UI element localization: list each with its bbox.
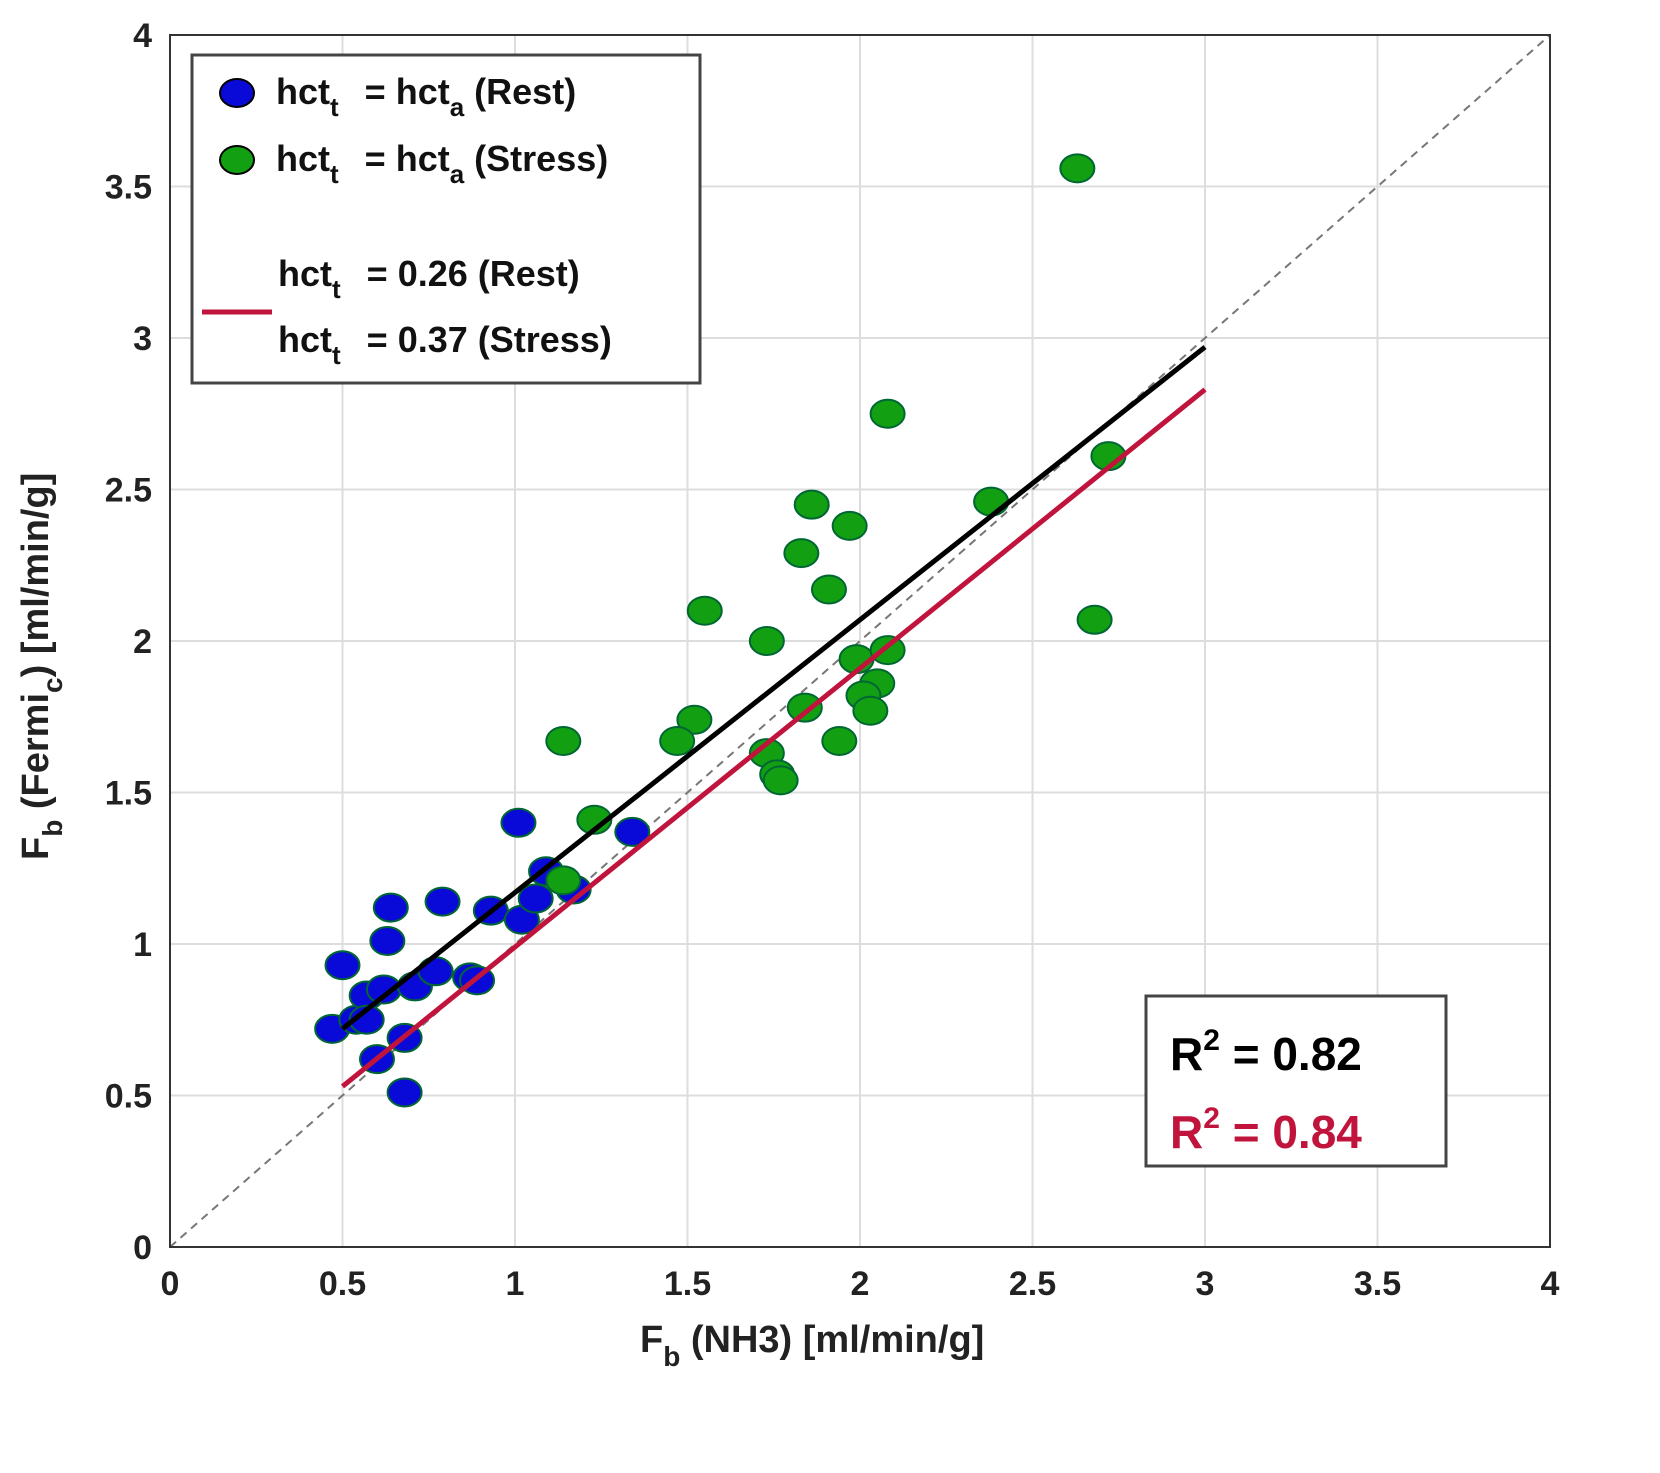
point-stress: [748, 626, 785, 656]
legend-marker-rest: [219, 78, 255, 108]
identity-line: [169, 34, 1551, 1248]
point-rest: [348, 1004, 385, 1035]
fit-line-red: [340, 387, 1207, 1089]
r2-black: R2 = 0.82: [1170, 1024, 1362, 1080]
r2-box: R2 = 0.82 R2 = 0.84: [1144, 994, 1448, 1168]
point-stress: [676, 704, 713, 735]
x-tick-label: 1: [506, 1265, 525, 1303]
y-tick-label: 3.5: [105, 169, 152, 207]
x-tick-label: 3: [1196, 1265, 1215, 1303]
point-rest: [369, 925, 406, 956]
point-stress: [793, 489, 830, 520]
point-stress: [1076, 604, 1113, 635]
legend-label-stress: hctt = hcta (Stress): [276, 138, 608, 189]
point-stress: [810, 574, 847, 605]
y-tick-label: 1: [133, 926, 152, 964]
point-stress: [786, 692, 823, 723]
fit-lines: [340, 345, 1207, 1089]
point-rest: [614, 816, 651, 847]
plot-frame: [169, 34, 1551, 1248]
legend-label-hct-rest: hctt = 0.26 (Rest): [278, 253, 580, 304]
point-stress: [762, 765, 799, 796]
y-axis-label: Fb (Fermic) [ml/min/g]: [15, 473, 68, 860]
point-stress: [545, 865, 582, 896]
point-stress: [545, 725, 582, 756]
point-rest: [386, 1077, 423, 1108]
point-rest: [424, 886, 461, 917]
tick-labels: 0 0.5 1 1.5 2 2.5 3 3.5 4 0 0.5 1 1.5 2 2.5 3 3.5 4: [105, 17, 1560, 1303]
fit-line-black: [340, 345, 1207, 1031]
point-stress: [686, 595, 723, 626]
point-stress: [576, 804, 613, 835]
y-tick-label: 2: [133, 623, 152, 661]
point-stress: [783, 538, 820, 569]
data-points: [314, 153, 1127, 1108]
legend-marker-stress: [219, 145, 255, 175]
point-rest: [517, 883, 554, 914]
x-tick-label: 0.5: [319, 1265, 366, 1303]
y-tick-label: 3: [133, 320, 152, 358]
legend-label-rest: hctt = hcta (Rest): [276, 71, 576, 122]
point-stress: [869, 398, 906, 429]
y-tick-label: 0: [133, 1229, 152, 1267]
legend: hctt = hcta (Rest) hctt = hcta (Stress) …: [190, 53, 702, 385]
r2-box-frame: [1144, 994, 1448, 1168]
point-stress: [852, 695, 889, 726]
x-tick-label: 2.5: [1009, 1265, 1056, 1303]
y-tick-label: 4: [133, 17, 152, 55]
r2-red: R2 = 0.84: [1170, 1102, 1362, 1158]
x-tick-label: 1.5: [664, 1265, 711, 1303]
point-stress: [1059, 153, 1096, 184]
point-stress: [869, 635, 906, 666]
y-tick-label: 1.5: [105, 775, 152, 813]
x-tick-label: 4: [1541, 1265, 1560, 1303]
point-stress: [973, 486, 1010, 517]
point-rest: [324, 950, 361, 981]
legend-label-hct-stress: hctt = 0.37 (Stress): [278, 319, 612, 370]
legend-box: [190, 53, 702, 385]
x-tick-label: 3.5: [1354, 1265, 1401, 1303]
point-stress: [831, 510, 868, 541]
point-stress: [659, 725, 696, 756]
x-tick-label: 0: [161, 1265, 180, 1303]
point-rest: [372, 892, 409, 923]
x-axis-label: Fb (NH3) [ml/min/g]: [640, 1319, 984, 1372]
y-tick-label: 2.5: [105, 472, 152, 510]
point-stress: [821, 725, 858, 756]
point-rest: [500, 807, 537, 838]
y-tick-label: 0.5: [105, 1078, 152, 1116]
x-tick-label: 2: [851, 1265, 870, 1303]
